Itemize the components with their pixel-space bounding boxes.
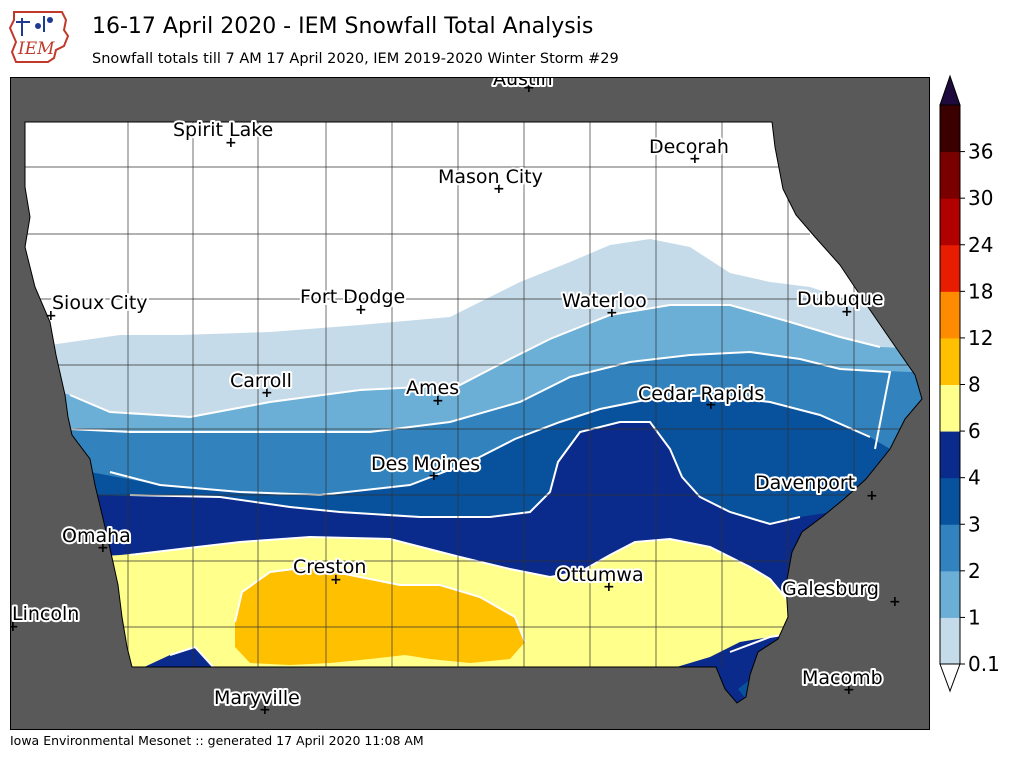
svg-text:+: + [841,304,853,320]
city-sioux-city: Sioux City [52,292,148,314]
colorbar-tick-label: 8 [968,373,981,397]
colorbar-segment [940,337,960,385]
colorbar-segment [940,291,960,339]
svg-text:+: + [330,572,342,588]
svg-text:+: + [606,305,618,321]
colorbar-segment [940,477,960,525]
city-macomb: Macomb [802,667,883,689]
colorbar-tick-label: 30 [968,186,993,210]
colorbar-segment [940,151,960,199]
colorbar-tick-label: 4 [968,466,981,490]
city-austin: Austin [493,77,553,90]
svg-text:+: + [603,579,615,595]
city-markers: + + + + + + + + + + + + + + + + + + + + [10,80,901,718]
svg-text:+: + [493,181,505,197]
colorbar-tick-label: 6 [968,419,981,443]
city-decorah: Decorah [649,136,729,158]
city-creston: Creston [293,556,366,578]
colorbar-tick-label: 18 [968,279,993,303]
colorbar-segment [940,384,960,432]
colorbar-tick-label: 12 [968,326,993,350]
svg-text:+: + [843,682,855,698]
county-boundaries [25,122,915,667]
map-title: 16-17 April 2020 - IEM Snowfall Total An… [92,14,594,39]
contour-lines [69,304,892,670]
svg-text:+: + [259,702,271,718]
map-frame [10,77,930,730]
svg-text:+: + [432,393,444,409]
map-subtitle: Snowfall totals till 7 AM 17 April 2020,… [92,51,619,67]
colorbar-tick-label: 0.1 [968,652,1000,676]
city-omaha: Omaha [62,525,131,547]
svg-text:+: + [45,308,57,324]
footer-credit: Iowa Environmental Mesonet :: generated … [10,733,424,748]
svg-text:+: + [866,488,878,504]
iem-logo: IEM [8,11,70,63]
colorbar-segment [940,244,960,292]
colorbar-segment [940,105,960,153]
svg-text:+: + [355,302,367,318]
colorbar-segment [940,570,960,618]
city-galesburg: Galesburg [782,578,879,600]
city-carroll: Carroll [230,370,292,392]
svg-text:+: + [428,468,440,484]
colorbar-tick-label: 36 [968,140,993,164]
city-spirit-lake: Spirit Lake [173,119,273,141]
city-ottumwa: Ottumwa [556,564,644,586]
city-des-moines: Des Moines [371,453,480,475]
svg-text:+: + [97,540,109,556]
snowfall-map: + + + + + + + + + + + + + + + + + + + + … [10,77,930,730]
city-cedar-rapids: Cedar Rapids [638,383,764,405]
colorbar-segment [940,617,960,665]
svg-text:+: + [889,594,901,610]
contour-band-4-southwest [140,647,215,669]
colorbar-tick-label: 24 [968,233,993,257]
colorbar-tick-label: 2 [968,559,981,583]
colorbar-tick-label: 1 [968,605,981,629]
city-maryville: Maryville [214,687,300,709]
city-waterloo: Waterloo [562,290,647,312]
contour-band-8 [235,567,525,665]
colorbar-segments [940,105,960,665]
svg-text:+: + [261,385,273,401]
snowfall-contours [25,122,922,703]
city-ames: Ames [406,377,459,399]
svg-text:+: + [689,151,701,167]
city-dubuque: Dubuque [797,288,884,310]
city-mason-city: Mason City [438,166,543,188]
city-davenport: Davenport [755,472,855,494]
svg-text:+: + [705,397,717,413]
colorbar-segment [940,198,960,246]
colorbar-underflow-arrow [939,663,961,693]
city-lincoln: Lincoln [12,603,79,625]
iem-logo-text: IEM [17,39,55,59]
colorbar-overflow-arrow [939,74,961,106]
svg-text:+: + [225,135,237,151]
colorbar-segment [940,524,960,572]
colorbar-tick-label: 3 [968,512,981,536]
iowa-border [24,121,923,704]
svg-text:+: + [523,80,535,96]
colorbar-segment [940,431,960,479]
weather-instrument-icon [16,16,53,36]
svg-text:+: + [10,619,19,635]
city-fort-dodge: Fort Dodge [300,286,405,308]
